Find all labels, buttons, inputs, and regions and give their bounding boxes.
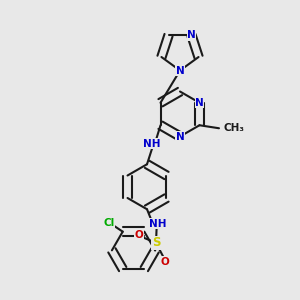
Text: O: O	[160, 257, 169, 267]
Text: NH: NH	[149, 219, 166, 229]
Text: N: N	[176, 65, 184, 76]
Text: S: S	[152, 236, 160, 249]
Text: Cl: Cl	[103, 218, 115, 228]
Text: N: N	[187, 30, 196, 40]
Text: N: N	[176, 131, 184, 142]
Text: NH: NH	[143, 139, 161, 149]
Text: CH₃: CH₃	[224, 123, 244, 133]
Text: O: O	[134, 230, 143, 240]
Text: N: N	[195, 98, 204, 108]
